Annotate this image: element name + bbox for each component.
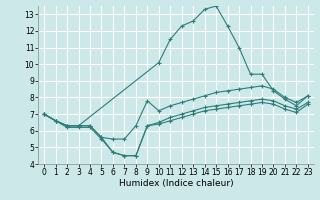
X-axis label: Humidex (Indice chaleur): Humidex (Indice chaleur) bbox=[119, 179, 233, 188]
